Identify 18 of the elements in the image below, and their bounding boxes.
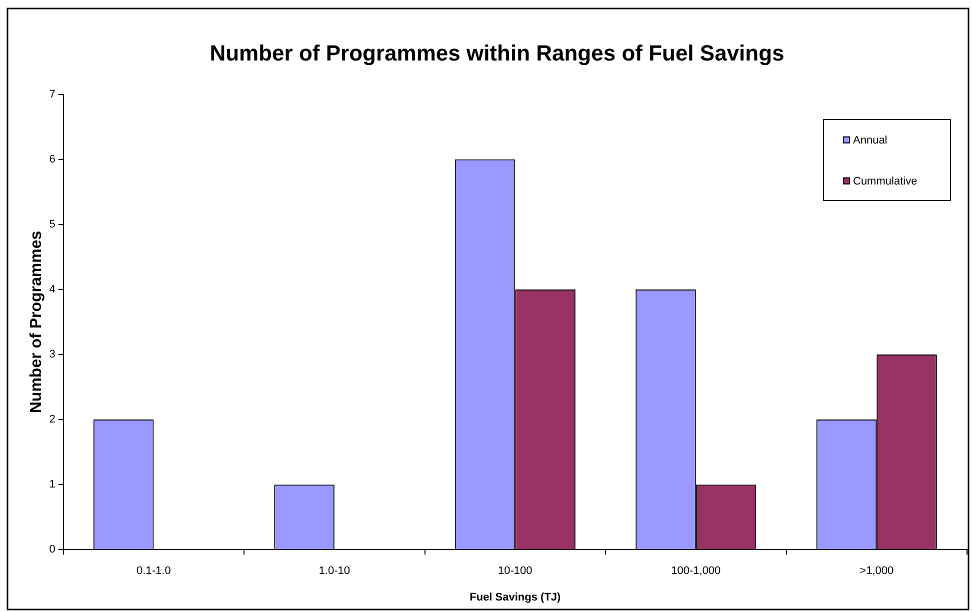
y-tick-label: 4 <box>49 284 56 296</box>
y-tick-label: 0 <box>49 544 56 556</box>
x-tick-label: >1,000 <box>860 565 894 578</box>
y-tick-label: 1 <box>49 478 56 491</box>
y-tick-label: 7 <box>49 88 56 100</box>
x-tick-label: 1.0-10 <box>318 565 350 578</box>
y-tick-label: 5 <box>49 218 56 230</box>
x-tick-label: 0.1-1.0 <box>136 565 171 578</box>
legend-label: Annual <box>853 134 888 146</box>
chart-title: Number of Programmes within Ranges of Fuel Savings <box>210 40 784 66</box>
x-tick-label: 10-100 <box>498 565 532 578</box>
y-axis-title: Number of Programmes <box>28 230 46 414</box>
y-tick-label: 3 <box>49 348 56 361</box>
y-tick-label: 2 <box>49 414 56 426</box>
legend-label: Cummulative <box>853 175 918 188</box>
x-tick-label: 100-1,000 <box>671 565 721 578</box>
y-tick-label: 6 <box>49 153 56 166</box>
x-axis-title: Fuel Savings (TJ) <box>470 591 562 604</box>
